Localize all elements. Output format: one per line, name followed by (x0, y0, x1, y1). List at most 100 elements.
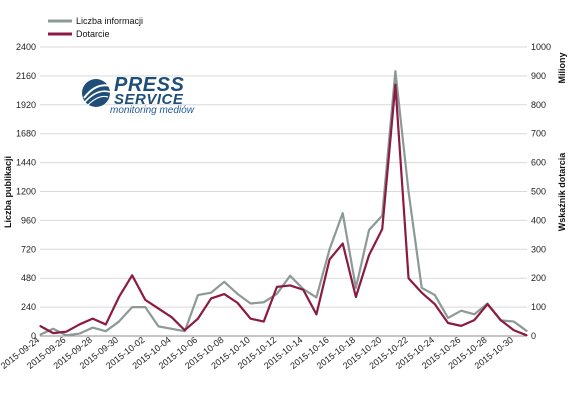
left-axis-ticks: 0 240 480 720 960 1200 1440 1680 1920 2160 2400 (16, 42, 36, 341)
y2-tick-label: 800 (531, 100, 546, 110)
data-point (460, 325, 462, 327)
data-point (171, 316, 173, 318)
y2-tick-label: 400 (531, 215, 546, 225)
data-point (526, 334, 528, 337)
data-point (223, 281, 225, 283)
y-tick-label: 1680 (16, 129, 36, 139)
y2-tick-label: 100 (531, 302, 546, 312)
data-point (421, 292, 423, 294)
data-point (236, 293, 239, 295)
y2-tick-label: 0 (531, 331, 536, 341)
right-axis-title: Wskaźnik dotarcia (557, 152, 567, 232)
data-point (394, 70, 396, 72)
y2-tick-label: 900 (531, 71, 546, 81)
data-point (171, 328, 173, 330)
y-tick-label: 1200 (16, 187, 36, 197)
data-point (381, 228, 383, 230)
data-point (447, 322, 449, 324)
data-point (236, 302, 239, 304)
legend-label-liczba-informacji: Liczba informacji (76, 16, 143, 26)
data-point (157, 307, 160, 310)
left-axis-title: Liczba publikacji (3, 156, 13, 228)
data-point (434, 303, 436, 305)
data-point (500, 319, 502, 321)
data-point (144, 299, 146, 301)
right-axis-ticks: 0 100 200 300 400 500 600 700 800 900 1000 (531, 42, 551, 341)
globe-swoosh-icon (82, 79, 112, 108)
data-point (315, 296, 318, 299)
data-point (342, 212, 344, 214)
data-point (276, 286, 278, 288)
logo-service: SERVICE (114, 91, 184, 108)
y-tick-label: 0 (31, 331, 36, 341)
data-point (328, 248, 331, 250)
data-point (65, 334, 67, 336)
data-point (249, 302, 252, 305)
y-tick-label: 960 (21, 215, 36, 225)
data-point (302, 289, 304, 291)
data-point (39, 325, 41, 327)
series-line-dotarcie (39, 83, 528, 337)
data-point (105, 323, 107, 326)
data-point (368, 254, 370, 256)
y2-tick-label: 600 (531, 158, 546, 168)
data-point (526, 330, 528, 332)
data-point (473, 313, 475, 315)
data-point (118, 320, 120, 323)
y2-tick-label: 200 (531, 273, 546, 283)
data-point (407, 277, 410, 279)
data-point (210, 297, 212, 300)
data-point (263, 320, 265, 323)
data-point (460, 310, 462, 312)
series-layer (39, 69, 528, 337)
data-point (289, 275, 291, 277)
data-point (92, 318, 94, 320)
y-tick-label: 240 (21, 302, 36, 312)
data-point (447, 317, 449, 319)
y-tick-label: 2400 (16, 42, 36, 52)
data-point (105, 330, 107, 332)
data-point (394, 83, 396, 86)
data-point (184, 329, 186, 331)
data-point (513, 329, 515, 331)
data-point (39, 334, 41, 336)
logo-press: PRESS (114, 74, 184, 96)
data-point (513, 320, 515, 323)
y-tick-label: 480 (21, 273, 36, 283)
y2-tick-label: 1000 (531, 42, 551, 52)
data-point (118, 296, 120, 298)
legend-label-dotarcie: Dotarcie (76, 29, 110, 39)
data-point (78, 323, 81, 326)
data-point (434, 294, 436, 296)
press-service-logo: PRESS SERVICE monitoring mediów (82, 74, 195, 116)
data-point (92, 326, 94, 329)
data-point (197, 318, 199, 320)
data-point (368, 229, 370, 231)
data-point (52, 332, 54, 334)
y2-tick-label: 500 (531, 187, 546, 197)
data-point (407, 190, 410, 193)
data-point (210, 292, 212, 294)
data-point (328, 258, 331, 261)
data-point (355, 287, 357, 289)
right-axis-unit: Miliony (557, 53, 567, 84)
data-point (249, 318, 252, 320)
data-point (473, 319, 475, 321)
y2-tick-label: 700 (531, 129, 546, 139)
gridlines (40, 46, 527, 337)
data-point (315, 313, 318, 315)
data-point (263, 301, 265, 303)
data-point (223, 293, 225, 295)
data-point (197, 294, 199, 296)
data-point (52, 328, 54, 330)
data-point (276, 293, 278, 295)
y2-tick-label: 300 (531, 244, 546, 254)
data-point (486, 303, 489, 305)
data-point (421, 287, 423, 289)
data-point (355, 296, 357, 298)
data-point (131, 274, 133, 276)
y-tick-label: 720 (21, 244, 36, 254)
logo-tagline: monitoring mediów (110, 105, 195, 116)
series-line-liczba-informacji (39, 69, 528, 337)
